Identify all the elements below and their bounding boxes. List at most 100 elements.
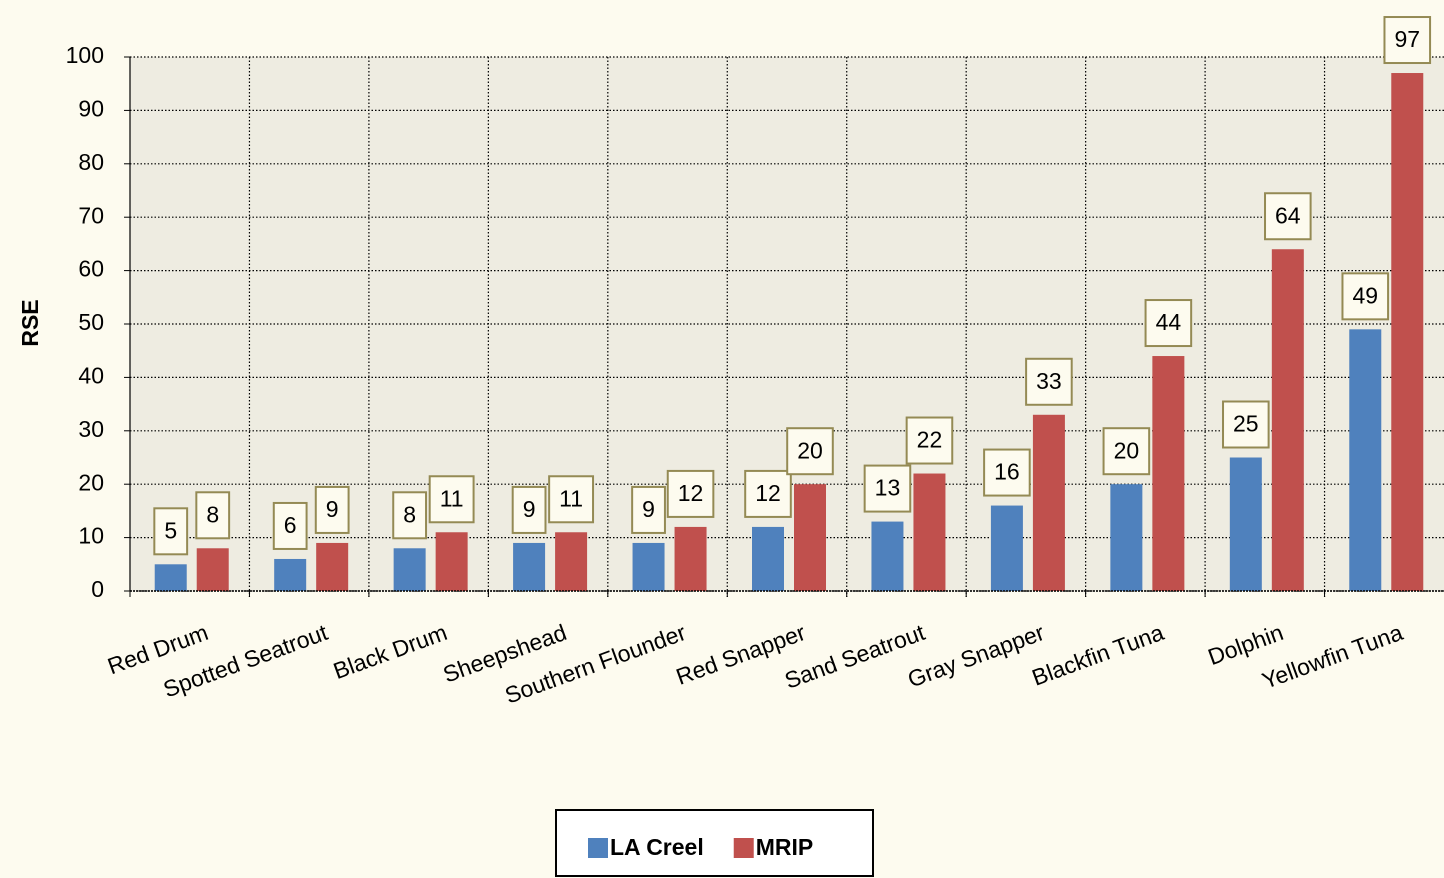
data-label-group: 20 [1102,427,1151,476]
y-tick-label: 50 [78,309,104,335]
data-label-box [1102,427,1151,476]
data-label-group: 64 [1264,192,1312,241]
data-label-group: 5 [153,507,189,556]
legend-label: MRIP [756,834,814,860]
y-axis-label: RSE [17,299,43,346]
data-label: 25 [1233,411,1259,437]
data-label-group: 9 [511,485,547,534]
bar [1271,249,1304,592]
data-label-box [863,464,912,513]
data-label-group: 97 [1383,16,1432,65]
data-label-box [631,485,666,534]
data-label: 20 [797,437,823,463]
data-label-group: 12 [666,469,715,518]
data-label: 97 [1394,26,1420,52]
bar [674,526,707,591]
bar [1349,329,1382,591]
data-label-box [428,475,475,524]
data-label-group: 20 [786,427,834,476]
data-label: 64 [1275,202,1301,228]
y-tick-label: 20 [78,469,104,495]
data-label-box [548,475,595,524]
y-tick-label: 90 [78,95,104,121]
data-label-box [272,501,308,550]
data-label-group: 44 [1144,299,1193,348]
data-label: 9 [326,496,339,522]
bar [1391,73,1424,591]
x-tick-label: Blackfin Tuna [1028,619,1167,691]
data-label: 49 [1352,282,1378,308]
data-label-group: 33 [1025,357,1073,406]
data-label-group: 9 [314,485,350,534]
data-label-box [1383,16,1432,65]
data-label-box [786,427,834,476]
y-tick-label: 30 [78,416,104,442]
data-label-box [314,485,350,534]
y-tick-label: 40 [78,362,104,388]
bar [871,521,904,591]
data-label: 33 [1036,368,1062,394]
data-label: 9 [642,496,655,522]
data-label: 22 [917,427,943,453]
bar [393,548,426,591]
y-tick-label: 10 [78,523,104,549]
data-label-group: 6 [272,501,308,550]
bar [632,542,665,591]
bar [794,484,826,591]
data-label: 6 [284,512,297,538]
data-label-group: 8 [195,491,231,540]
data-label: 20 [1114,437,1140,463]
data-label-group: 12 [744,469,792,518]
data-label-box [1222,400,1270,449]
bar [913,473,946,591]
data-label-group: 49 [1341,272,1390,321]
data-label-group: 9 [631,485,666,534]
bar [154,564,187,591]
data-label: 9 [523,496,536,522]
bar [196,548,229,591]
y-tick-label: 80 [78,149,104,175]
data-label-box [1341,272,1390,321]
data-label: 11 [440,485,464,511]
data-label-group: 13 [863,464,912,513]
bar [1229,457,1262,591]
y-tick-label: 60 [78,256,104,282]
legend-box [555,809,874,877]
legend-swatch [733,838,754,858]
bar [990,505,1023,591]
y-tick-label: 70 [78,202,104,228]
data-label-group: 25 [1222,400,1270,449]
bar [752,526,784,591]
data-label-group: 22 [905,416,954,465]
bar [316,542,349,591]
data-label-box [905,416,954,465]
data-label-box [983,448,1031,497]
data-label: 44 [1156,309,1182,335]
bar [1032,414,1065,591]
y-tick-label: 100 [66,42,104,68]
bar [555,532,588,591]
data-label: 16 [994,459,1020,485]
bar [1152,356,1185,591]
data-label-box [511,485,547,534]
bar [274,558,307,591]
data-label-group: 16 [983,448,1031,497]
bar [1110,484,1143,591]
data-label-group: 11 [548,475,595,524]
data-label-box [1025,357,1073,406]
data-label: 8 [403,501,416,527]
legend-label: LA Creel [610,834,704,860]
x-tick-label: Dolphin [1204,619,1286,670]
legend-swatch [588,838,608,858]
data-label: 12 [755,480,781,506]
y-tick-label: 0 [91,576,104,602]
data-label-box [392,491,428,540]
data-label-box [1144,299,1193,348]
x-tick-label: Black Drum [330,619,451,684]
x-tick-label: Gray Snapper [904,619,1048,693]
data-label-box [1264,192,1312,241]
bar [513,542,546,591]
data-label: 12 [678,480,704,506]
data-label-box [153,507,189,556]
